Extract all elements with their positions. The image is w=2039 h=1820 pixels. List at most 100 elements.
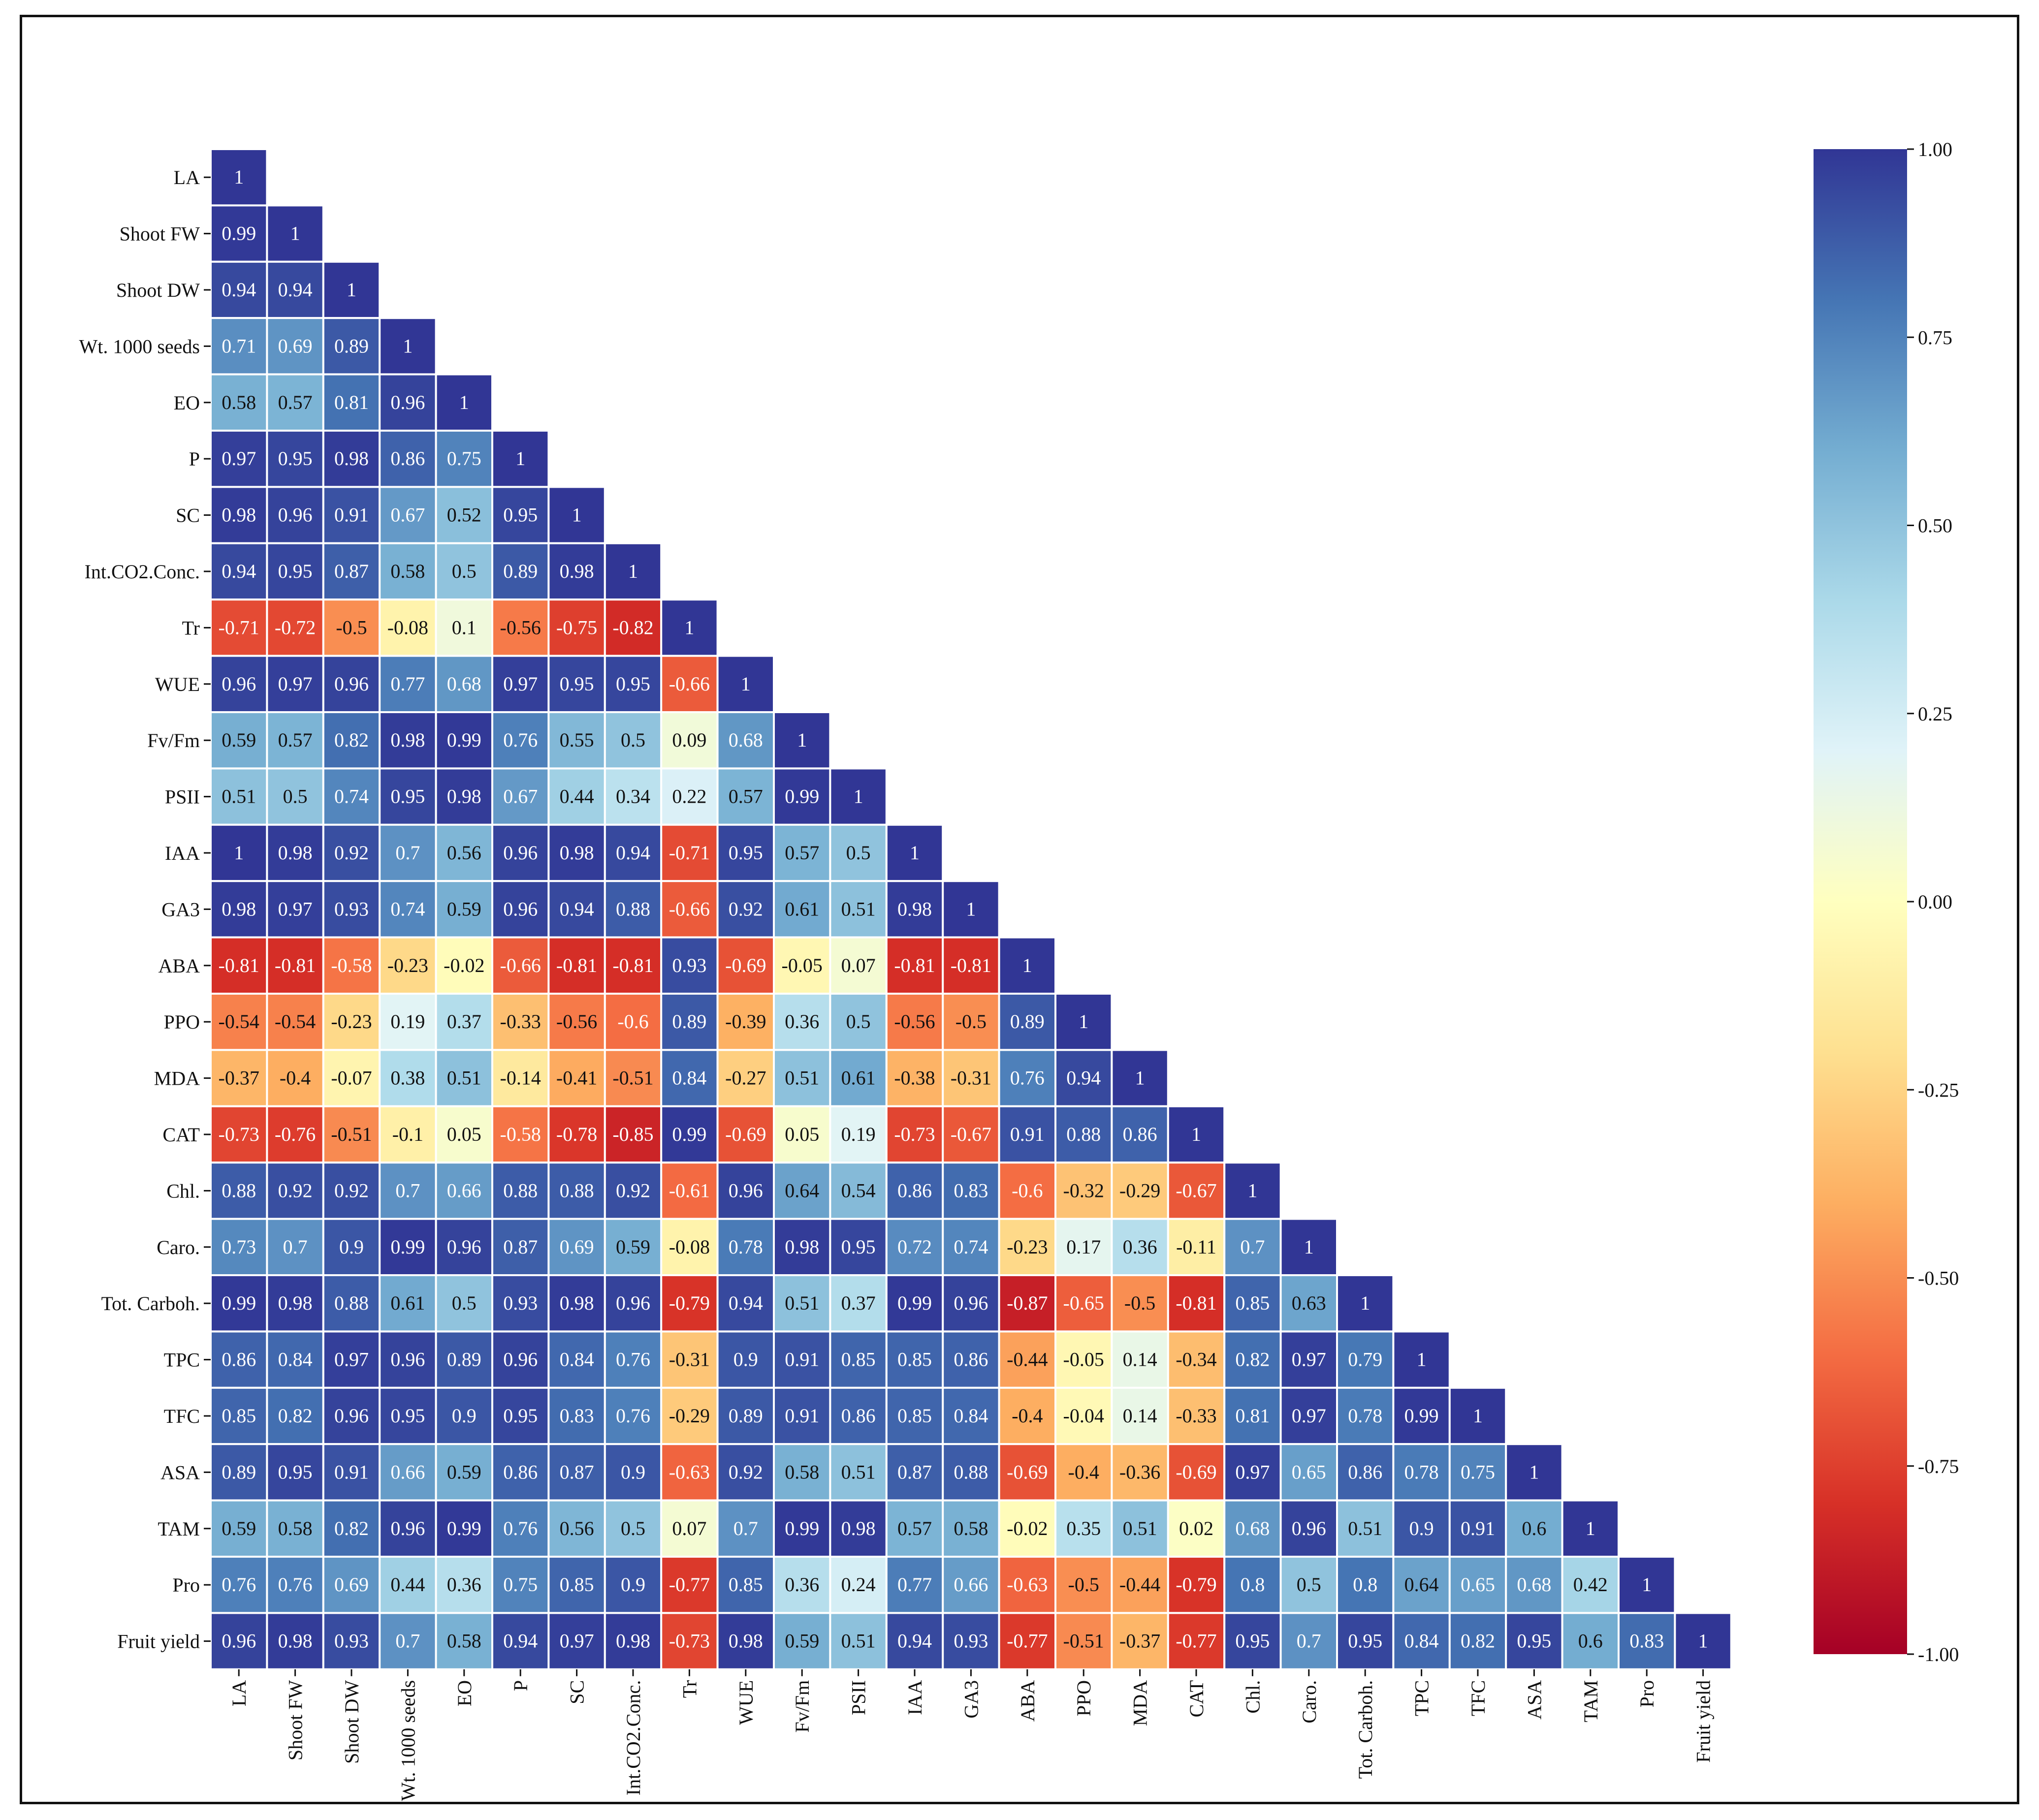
heatmap-cell [322, 936, 381, 995]
cell-value-label: 1 [684, 616, 694, 638]
cell-value-label: 0.98 [785, 1236, 819, 1258]
y-tick-label: PSII [165, 786, 200, 808]
heatmap-cell [322, 1049, 381, 1107]
cell-value-label: 0.94 [278, 279, 313, 301]
cell-value-label: 1 [1586, 1517, 1595, 1539]
heatmap-cell [773, 1049, 831, 1107]
cell-value-label: 0.85 [1235, 1292, 1270, 1314]
cell-value-label: 0.96 [1292, 1517, 1326, 1539]
heatmap-cell [491, 1443, 550, 1502]
colorbar-tick-label: -1.00 [1918, 1643, 1959, 1665]
cell-value-label: 0.89 [447, 1349, 481, 1371]
cell-value-label: 0.9 [452, 1405, 477, 1427]
cell-value-label: 0.07 [841, 954, 876, 976]
cell-value-label: 0.02 [1179, 1517, 1213, 1539]
x-tick-label: LA [228, 1680, 250, 1706]
cell-value-label: 0.84 [672, 1067, 706, 1089]
cell-value-label: 0.85 [897, 1349, 932, 1371]
cell-value-label: 0.99 [785, 1517, 819, 1539]
cell-value-label: -0.78 [556, 1123, 597, 1145]
cell-value-label: -0.05 [782, 954, 823, 976]
x-tick-label: TPC [1411, 1680, 1433, 1716]
heatmap-cell [1392, 1499, 1451, 1558]
heatmap-cell [491, 711, 550, 770]
cell-value-label: 0.88 [616, 898, 650, 920]
heatmap-cell [829, 880, 888, 939]
cell-value-label: -0.4 [1012, 1405, 1043, 1427]
cell-value-label: 0.92 [334, 1179, 369, 1201]
x-tick-label: ASA [1523, 1680, 1545, 1720]
cell-value-label: 0.96 [503, 1349, 538, 1371]
cell-value-label: 0.85 [560, 1573, 594, 1596]
heatmap-cell [435, 430, 493, 488]
cell-value-label: 1 [1247, 1179, 1257, 1201]
heatmap-cell [998, 1443, 1056, 1502]
heatmap-cell [266, 993, 324, 1051]
heatmap-cell [716, 1612, 775, 1670]
heatmap-cell [716, 936, 775, 995]
cell-value-label: -0.87 [1007, 1292, 1048, 1314]
cell-value-label: 0.36 [785, 1573, 819, 1596]
colorbar-tick-label: 0.00 [1918, 891, 1952, 913]
heatmap-cell [773, 993, 831, 1051]
cell-value-label: -0.77 [1176, 1630, 1216, 1652]
cell-value-label: 0.97 [1292, 1405, 1326, 1427]
heatmap-cell [491, 1049, 550, 1107]
cell-value-label: 0.86 [954, 1349, 988, 1371]
colorbar-tick-label: 1.00 [1918, 138, 1952, 160]
heatmap-cell [547, 1049, 606, 1107]
cell-value-label: -0.69 [1007, 1461, 1048, 1483]
cell-value-label: 0.58 [954, 1517, 988, 1539]
heatmap-cell [1279, 1330, 1338, 1389]
heatmap-cell [266, 1161, 324, 1220]
cell-value-label: 0.67 [390, 504, 425, 526]
x-tick-label: GA3 [960, 1680, 982, 1719]
heatmap-cell [547, 767, 606, 826]
heatmap-cell [1167, 1330, 1226, 1389]
cell-value-label: 0.81 [1235, 1405, 1270, 1427]
cell-value-label: -0.14 [500, 1067, 541, 1089]
cell-value-label: 0.91 [785, 1349, 819, 1371]
cell-value-label: -0.5 [956, 1010, 987, 1033]
cell-value-label: -0.44 [1007, 1349, 1048, 1371]
heatmap-cell [1167, 1105, 1226, 1164]
colorbar-tick-label: -0.50 [1918, 1267, 1959, 1289]
y-tick-label: ABA [159, 955, 200, 977]
cell-value-label: 0.92 [278, 1179, 313, 1201]
cell-value-label: 0.84 [560, 1349, 594, 1371]
cell-value-label: 0.57 [729, 785, 763, 808]
y-tick-label: Fv/Fm [147, 729, 200, 752]
cell-value-label: 0.84 [278, 1349, 313, 1371]
heatmap-cell [1392, 1386, 1451, 1445]
cell-value-label: 0.87 [503, 1236, 538, 1258]
cell-value-label: 0.51 [841, 898, 876, 920]
cell-value-label: 0.42 [1573, 1573, 1608, 1596]
cell-value-label: 0.64 [1404, 1573, 1439, 1596]
cell-value-label: 1 [1698, 1630, 1708, 1652]
heatmap-cell [829, 1049, 888, 1107]
cell-value-label: 0.58 [278, 1517, 313, 1539]
heatmap-cell [210, 1274, 268, 1333]
heatmap-cell [266, 373, 324, 432]
cell-value-label: -0.75 [556, 616, 597, 638]
cell-value-label: 0.94 [897, 1630, 932, 1652]
cell-value-label: 0.94 [222, 279, 256, 301]
heatmap-cell [1054, 993, 1113, 1051]
heatmap-cell [660, 767, 719, 826]
heatmap-cell [491, 1612, 550, 1670]
cell-value-label: -0.69 [1176, 1461, 1216, 1483]
cell-value-label: 0.54 [841, 1179, 876, 1201]
cell-value-label: 0.67 [503, 785, 538, 808]
cell-value-label: 0.76 [503, 1517, 538, 1539]
heatmap-cell [491, 1274, 550, 1333]
cell-value-label: 0.98 [278, 842, 313, 864]
heatmap-cell [1223, 1274, 1282, 1333]
colorbar-tick-label: 0.75 [1918, 326, 1952, 348]
x-tick-label: MDA [1129, 1680, 1151, 1726]
y-tick-label: ASA [160, 1461, 200, 1483]
cell-value-label: 0.81 [334, 391, 369, 413]
cell-value-label: 0.93 [334, 898, 369, 920]
cell-value-label: 0.96 [954, 1292, 988, 1314]
cell-value-label: 1 [1529, 1461, 1539, 1483]
heatmap-cell [547, 1274, 606, 1333]
